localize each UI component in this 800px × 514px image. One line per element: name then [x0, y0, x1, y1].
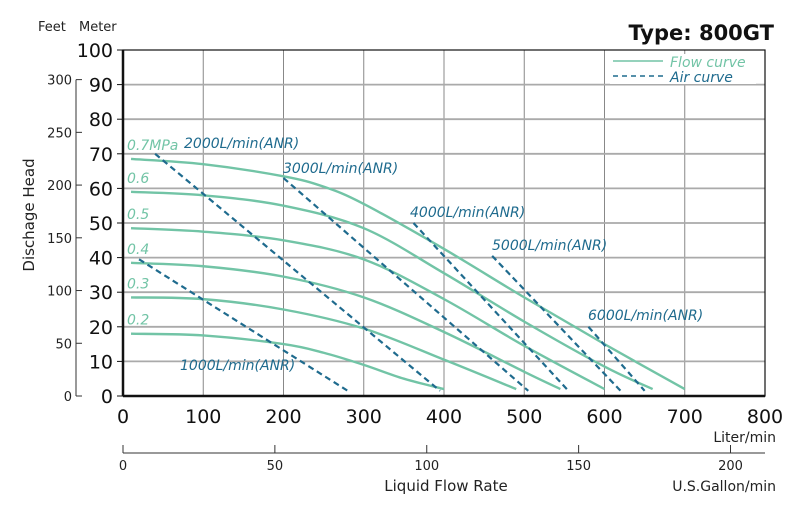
feet-tick-label: 150	[47, 232, 72, 247]
x-unit-gallon: U.S.Gallon/min	[672, 479, 776, 495]
air-curve-label: 2000L/min(ANR)	[184, 136, 299, 152]
x-tick-label: 0	[117, 406, 129, 428]
x-tick-label: 400	[426, 406, 462, 428]
y-tick-label: 40	[89, 248, 113, 270]
legend-flow-label: Flow curve	[670, 55, 746, 71]
axes: 0 100 200 300 400 500 600 700 800010203040506070…	[47, 40, 783, 474]
x-tick-label: 500	[506, 406, 542, 428]
air-curve	[154, 152, 441, 392]
x-tick-label: 600	[586, 406, 622, 428]
feet-tick-label: 50	[55, 337, 72, 352]
feet-tick-label: 300	[47, 74, 72, 89]
feet-tick-label: 250	[47, 126, 72, 141]
y-tick-label: 50	[89, 213, 113, 235]
y-tick-label: 20	[89, 317, 113, 339]
y-unit-feet: Feet	[38, 20, 66, 35]
curves: 0.7MPa 0.6 0.5 0.4 0.3 0.2 1000L/min(ANR) 2000L…	[127, 136, 703, 392]
air-curve-label: 3000L/min(ANR)	[283, 161, 398, 177]
y-tick-label: 60	[89, 178, 113, 200]
y-tick-label: 0	[101, 386, 113, 408]
flow-curve	[130, 190, 654, 391]
flow-curve	[130, 157, 686, 391]
air-curve-label: 4000L/min(ANR)	[410, 205, 525, 221]
legend-air-label: Air curve	[669, 70, 733, 86]
air-curve	[587, 326, 646, 392]
x-tick-label: 100	[185, 406, 221, 428]
gallon-tick-label: 150	[566, 459, 591, 474]
gallon-tick-label: 0	[119, 459, 127, 474]
flow-curve	[130, 226, 606, 391]
air-curve	[491, 255, 622, 392]
x-axis-label: Liquid Flow Rate	[384, 477, 507, 495]
y-tick-label: 80	[89, 109, 113, 131]
y-tick-label: 100	[77, 40, 113, 62]
flow-curve	[130, 296, 517, 391]
x-tick-label: 800	[747, 406, 783, 428]
y-axis-label: Dischage Head	[20, 158, 38, 271]
air-curve-label: 1000L/min(ANR)	[180, 358, 295, 374]
y-tick-label: 10	[89, 351, 113, 373]
chart-title: Type: 800GT	[628, 21, 774, 45]
air-curve	[282, 177, 529, 392]
legend: Flow curve Air curve	[610, 54, 756, 86]
air-curve-label: 6000L/min(ANR)	[588, 308, 703, 324]
gallon-tick-label: 50	[267, 459, 284, 474]
x-unit-liter: Liter/min	[713, 430, 776, 446]
flow-curve-label: 0.3	[127, 276, 149, 292]
y-tick-label: 90	[89, 75, 113, 97]
air-curve-label: 5000L/min(ANR)	[492, 238, 607, 254]
feet-tick-label: 200	[47, 179, 72, 194]
x-tick-label: 700	[667, 406, 703, 428]
flow-curve-label: 0.2	[127, 313, 149, 329]
y-unit-meter: Meter	[79, 20, 117, 35]
x-tick-label: 200	[265, 406, 301, 428]
gallon-tick-label: 200	[718, 459, 743, 474]
air-curve	[138, 258, 349, 392]
air-curve	[412, 222, 570, 392]
flow-curve-label: 0.7MPa	[127, 138, 178, 154]
grid	[123, 50, 765, 396]
y-tick-label: 70	[89, 144, 113, 166]
flow-curve-label: 0.6	[127, 171, 149, 187]
flow-curve	[130, 261, 561, 391]
flow-curve-label: 0.4	[127, 242, 149, 258]
flow-curve-label: 0.5	[127, 207, 149, 223]
flow-curve	[130, 332, 445, 391]
feet-tick-label: 100	[47, 285, 72, 300]
gallon-tick-label: 100	[414, 459, 439, 474]
x-tick-label: 300	[346, 406, 382, 428]
y-tick-label: 30	[89, 282, 113, 304]
feet-tick-label: 0	[64, 390, 72, 405]
